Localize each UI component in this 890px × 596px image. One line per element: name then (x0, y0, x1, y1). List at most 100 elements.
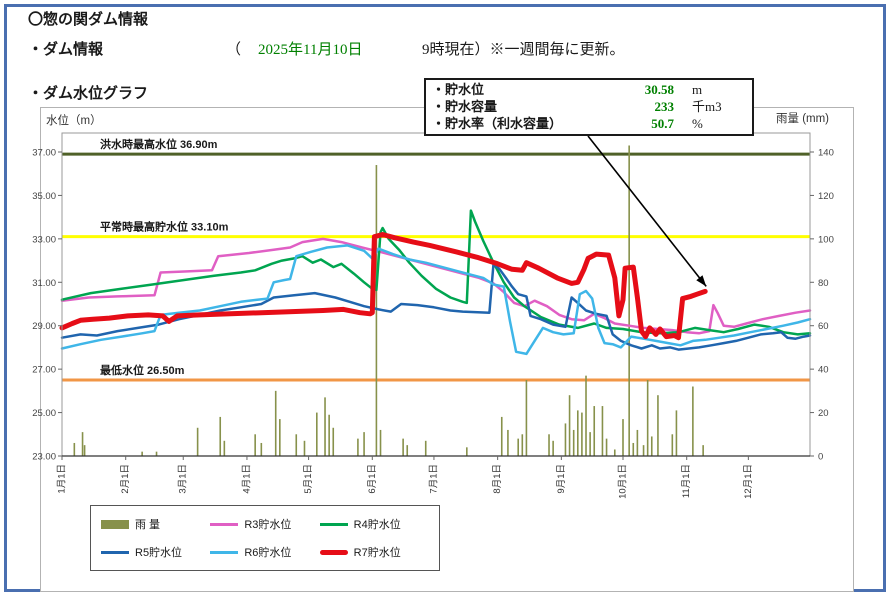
rain-bar (375, 165, 378, 456)
legend-label: R5貯水位 (135, 547, 183, 559)
rain-bar (613, 449, 616, 456)
rain-bar (196, 427, 199, 456)
y-right-tick-label: 60 (818, 321, 829, 332)
series-R7貯水位 (59, 232, 708, 341)
dam-info-label: ・ダム情報 (28, 41, 104, 58)
rain-bar (628, 145, 630, 456)
legend-item-雨量: 雨 量 (101, 516, 210, 532)
y-left-tick-label: 27.00 (32, 365, 56, 376)
rain-bar (466, 447, 468, 456)
rain-bar (525, 380, 528, 456)
rain-bar (593, 406, 596, 456)
storage-volume-unit: 千m3 (692, 98, 722, 114)
y-left-tick-label: 33.00 (32, 234, 56, 245)
legend-item-R5貯水位: R5貯水位 (101, 544, 210, 560)
rain-bar (402, 438, 404, 456)
rain-bar (254, 434, 256, 456)
rain-bar (332, 427, 335, 456)
x-tick-label: 8月1日 (492, 464, 503, 494)
y-right-tick-label: 20 (818, 408, 829, 419)
rain-bar (585, 375, 587, 456)
legend-swatch-line (319, 522, 348, 526)
storage-rate-value: 50.7 (651, 115, 674, 131)
rain-bar (572, 429, 575, 456)
x-tick-label: 9月1日 (556, 464, 567, 494)
legend-label: R4貯水位 (353, 519, 401, 531)
series-R6貯水位 (60, 244, 812, 356)
x-tick-label: 11月1日 (681, 464, 692, 498)
legend-label: R6貯水位 (244, 547, 292, 559)
rain-bar (552, 440, 554, 456)
legend-item-R3貯水位: R3貯水位 (210, 516, 319, 532)
storage-rate-label: ・貯水率（利水容量） (432, 115, 563, 131)
rain-bar (692, 386, 694, 456)
reference-line-label: 洪水時最高水位 36.90m (100, 137, 218, 151)
reference-line-label: 平常時最高貯水位 33.10m (100, 220, 229, 234)
current-status-box: ・貯水位 30.58 m ・貯水容量 233 千m3 ・貯水率（利水容量） 50… (424, 78, 754, 136)
rain-bar (548, 434, 550, 456)
rain-bar (507, 429, 509, 456)
legend-swatch-bar (101, 519, 129, 529)
rain-bar (274, 390, 277, 456)
rain-bar (646, 380, 649, 456)
y-left-tick-label: 29.00 (32, 321, 56, 332)
x-tick-label: 4月1日 (241, 464, 252, 494)
legend-item-R6貯水位: R6貯水位 (210, 544, 319, 560)
rain-bar (601, 406, 604, 456)
rain-bar (424, 440, 427, 456)
rain-bar (702, 445, 704, 456)
legend-swatch-line (210, 550, 239, 554)
x-tick-label: 12月1日 (743, 464, 754, 499)
rain-bar (568, 395, 571, 456)
graph-section-label: ・ダム水位グラフ (28, 85, 149, 102)
x-tick-label: 6月1日 (367, 464, 378, 494)
rain-bar (363, 432, 365, 456)
storage-volume-label: ・貯水容量 (432, 98, 498, 114)
rain-bar (83, 445, 86, 456)
page-title: 〇惣の関ダム情報 (28, 11, 149, 28)
rain-bar (657, 395, 659, 456)
annotation-arrow-head (696, 275, 707, 287)
x-tick-label: 1月1日 (57, 464, 68, 494)
x-tick-label: 10月1日 (618, 464, 629, 499)
rain-bar (379, 429, 382, 456)
rain-bar (155, 451, 158, 456)
legend-swatch-line (101, 550, 129, 554)
legend-item-R7貯水位: R7貯水位 (319, 544, 429, 560)
y-left-tick-label: 23.00 (32, 452, 56, 463)
legend-label: R7貯水位 (353, 547, 401, 559)
legend-label: R3貯水位 (244, 519, 292, 531)
rain-bar (328, 414, 330, 456)
rain-bar (517, 438, 519, 456)
x-tick-label: 3月1日 (178, 464, 189, 494)
rain-bar (73, 442, 76, 456)
rain-bar (521, 434, 524, 456)
rain-bar (500, 416, 503, 456)
legend-swatch-line (210, 522, 239, 526)
legend-label: 雨 量 (135, 519, 161, 531)
rain-bar (219, 416, 222, 456)
chart-legend: 雨 量 R3貯水位 R4貯水位 R5貯水位 R6貯水位 R7貯水位 (90, 505, 440, 571)
y-axis-title-water-level: 水位（m） (46, 115, 102, 127)
y-left-tick-label: 31.00 (32, 278, 56, 289)
rain-bar (581, 412, 583, 456)
storage-level-unit: m (692, 82, 703, 98)
storage-level-value: 30.58 (644, 82, 674, 98)
y-right-tick-label: 120 (818, 191, 834, 202)
storage-volume-value: 233 (654, 98, 675, 114)
series-R3貯水位 (60, 237, 812, 335)
storage-level-row: ・貯水位 30.58 m (432, 82, 744, 98)
current-date: 2025年11月10日 (258, 42, 363, 58)
rain-bar (576, 410, 579, 456)
y-right-tick-label: 140 (818, 148, 834, 159)
dam-info-line: ・ダム情報 （ 2025年11月10日 9時現在）※一週間毎に更新。 (28, 38, 625, 59)
rain-bar (81, 432, 84, 456)
y-right-tick-label: 40 (818, 365, 829, 376)
rain-bar (223, 440, 226, 456)
rain-bar (605, 438, 608, 456)
rain-bar (622, 419, 624, 456)
rain-bar (632, 442, 635, 456)
rain-bar (636, 429, 639, 456)
rain-bar (406, 445, 409, 456)
